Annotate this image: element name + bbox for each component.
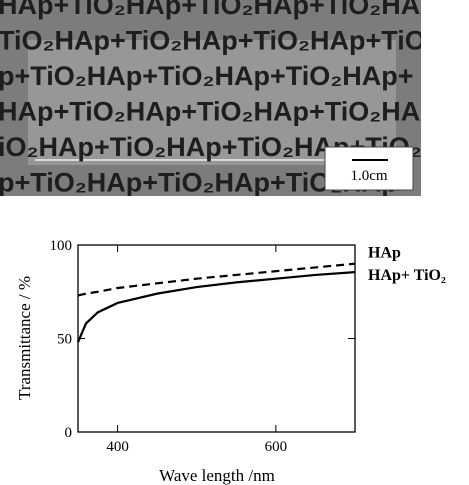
photo-text-row: HAp+TiO₂HAp+TiO₂HAp+TiO₂HA [0, 97, 420, 127]
glass-slide [28, 40, 396, 165]
photo-text-row: TiO₂HAp+TiO₂HAp+TiO₂HAp+TiO₂ [0, 26, 438, 56]
x-axis-label: Wave length /nm [159, 466, 275, 485]
y-axis-label: Transmittance / % [15, 276, 34, 400]
series-line [77, 262, 356, 297]
plot-frame [77, 244, 356, 433]
legend-label: HAp+ TiO₂ [368, 267, 446, 284]
x-tick-label: 400 [106, 439, 129, 455]
y-tick-label: 100 [50, 238, 73, 254]
x-tick-label: 600 [265, 439, 288, 455]
scale-label: 1.0cm [350, 168, 387, 184]
series-line [76, 271, 356, 343]
photo-text-row: p+TiO₂HAp+TiO₂HAp+TiO₂HAp+ [0, 61, 414, 91]
y-tick-label: 50 [57, 332, 72, 348]
y-tick-label: 0 [65, 425, 73, 441]
photo-text-row: HAp+TiO₂HAp+TiO₂HAp+TiO₂HAp+ [0, 0, 453, 20]
legend-label: HAp [368, 245, 401, 262]
scale-box [324, 146, 414, 191]
